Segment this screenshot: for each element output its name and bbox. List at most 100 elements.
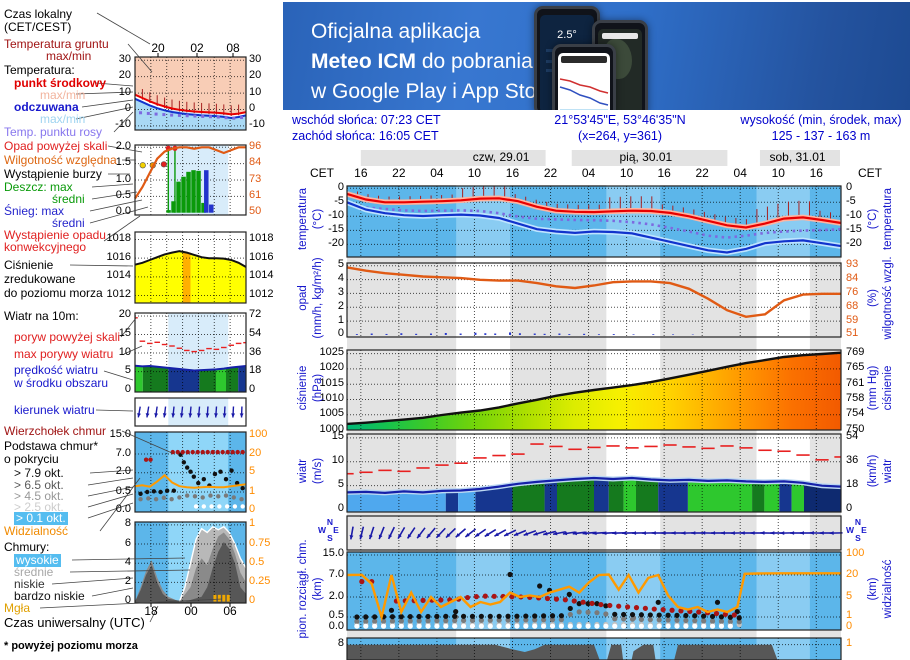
cloud-axis-tick-left: 2.0 [328, 589, 344, 602]
legend-punkt-srodkowy: punkt środkowy [14, 76, 107, 90]
legend-wysokie: wysokie [14, 553, 61, 567]
temp-axis-tick-left: -15 [328, 222, 344, 235]
mini-vis-tick-right: 20 [249, 446, 262, 459]
utc-time-tick: 00 [184, 604, 198, 618]
legend-odczuwana: odczuwana [14, 100, 79, 114]
altitude-values: 125 - 137 - 163 m [771, 129, 871, 143]
mini-humidity-tick-right: 96 [249, 139, 262, 152]
legend-cisnienie-2: zredukowane [4, 272, 76, 286]
visibility-axis-tick-right: 20 [846, 567, 859, 580]
time-tick-label: 10 [771, 166, 785, 180]
mini-humidity-tick-right: 73 [249, 172, 262, 185]
phone-image-front [552, 44, 616, 110]
temp-axis-tick-right: -15 [846, 222, 862, 235]
legend-burza: Wystąpienie burzy [4, 167, 102, 181]
pressure-axis-tick-left: 1000 [319, 422, 344, 435]
mini-temp-tick-left: 20 [118, 69, 131, 82]
temp-axis-tick-right: -5 [846, 194, 856, 207]
day-label: pią, 30.01 [619, 150, 673, 164]
mini-cloudcover-tick-right: 0 [249, 594, 256, 607]
legend-temp-maxmin: max/min [40, 88, 86, 102]
svg-text:S: S [327, 533, 333, 543]
wind-axis-tick-right: 0 [846, 502, 853, 515]
precip-axis-tick-left: 3 [337, 285, 344, 298]
legend-temp-gruntu-2: max/min [46, 49, 92, 63]
humidity-axis-tick-right: 59 [846, 313, 859, 326]
mini-cloud-tick-left: 0.0 [115, 502, 131, 515]
mini-pressure-tick-right: 1012 [249, 288, 274, 301]
wind-axis-tick-left: 5 [337, 478, 344, 491]
mini-temp-tick-left: 10 [118, 85, 131, 98]
legend-srednie: średnie [14, 565, 54, 579]
legend-okt25: > 2.5 okt. [14, 500, 64, 514]
time-tick-label: 22 [695, 166, 709, 180]
wind-axis-tick-left: 10 [331, 454, 344, 467]
svg-text:S: S [855, 533, 861, 543]
mini-cloudcover-tick-left: 8 [124, 517, 131, 530]
mini-precip-tick-left: 1.5 [115, 156, 131, 169]
mini-cloud-tick-left: 15.0 [109, 427, 131, 440]
phone-temp-reading: 2.5° [557, 29, 577, 41]
banner-app-name: Meteo ICM [311, 50, 416, 73]
axis-unit-clouds-left: (km) [312, 577, 324, 601]
utc-time-tick: 06 [223, 604, 237, 618]
legend-snieg-max: Śnieg: max [4, 204, 65, 218]
legend-wierzcholek: Wierzchołek chmur [4, 424, 107, 438]
time-tick-label: 16 [505, 166, 520, 180]
legend-b-niskie: bardzo niskie [14, 589, 85, 603]
time-tick-label: 04 [430, 166, 444, 180]
wind-axis-tick-right: 54 [846, 430, 859, 443]
time-tick-label: 04 [581, 166, 596, 180]
mini-wind-tick-right: 0 [249, 382, 256, 395]
visibility-axis-tick-right: 0 [846, 620, 853, 633]
mini-temp-tick-left: 0 [124, 101, 131, 114]
legend-czas-lokalny-1: Czas lokalny [4, 7, 73, 21]
mini-temp-tick-right: 0 [249, 101, 256, 114]
mini-precip-tick-left: 0.5 [115, 188, 131, 201]
mini-humidity-tick-right: 84 [249, 156, 262, 169]
precip-axis-tick-left: 1 [337, 313, 344, 326]
legend-temperatura: Temperatura: [4, 63, 75, 77]
mini-vis-tick-right: 1 [249, 484, 256, 497]
mini-humidity-tick-right: 61 [249, 188, 262, 201]
wind-axis-tick-left: 0 [337, 502, 344, 515]
mini-wind-tick-left: 20 [118, 308, 131, 321]
time-tick-label: 16 [354, 166, 368, 180]
app-banner[interactable]: Oficjalna aplikacja Meteo ICM do pobrani… [283, 2, 910, 110]
time-tick-label: 22 [543, 166, 558, 180]
mini-pressure-tick-right: 1018 [249, 231, 274, 244]
precip-axis-tick-left: 4 [337, 272, 344, 285]
precip-axis-tick-left: 5 [337, 258, 344, 271]
time-tick-label: 22 [392, 166, 406, 180]
temp-axis-tick-left: -5 [334, 194, 344, 207]
legend-niskie: niskie [14, 577, 45, 591]
cloud-axis-tick-left: 7.0 [328, 567, 344, 580]
mini-cloudcover-tick-right: 0.75 [249, 536, 271, 549]
cet-label-right: CET [858, 166, 882, 180]
mini-pressure-tick-left: 1018 [106, 231, 131, 244]
humidity-axis-tick-right: 68 [846, 299, 859, 312]
pressure-axis-tick-right: 754 [846, 407, 865, 420]
mini-cloudcover-tick-right: 0.5 [249, 555, 265, 568]
temp-axis-tick-left: -20 [328, 236, 344, 249]
mini-cloudcover-tick-left: 2 [124, 574, 131, 587]
time-tick-label: 16 [809, 166, 823, 180]
axis-unit-visibility-right: (km) [867, 577, 879, 601]
temp-axis-tick-left: 0 [337, 180, 344, 193]
mini-wind-tick-right: 18 [249, 364, 262, 377]
temp-axis-tick-left: -10 [328, 208, 344, 221]
banner-line1: Oficjalna aplikacja [311, 20, 481, 43]
legend-mgla: Mgła [4, 601, 31, 615]
svg-text:N: N [855, 517, 861, 527]
axis-title-clouds-left: pion. rozciągł. chm. [297, 539, 309, 639]
mini-temp-tick-left: 30 [118, 52, 131, 65]
cloud-axis-tick-left: 15.0 [322, 547, 344, 560]
legend-punkt-rosy: Temp. punktu rosy [4, 125, 103, 139]
mini-cloudcover-tick-right: 0.25 [249, 574, 271, 587]
mini-temp-tick-right: -10 [249, 118, 265, 131]
precip-axis-tick-left: 2 [337, 299, 344, 312]
visibility-axis-tick-right: 5 [846, 589, 853, 602]
pressure-axis-tick-left: 1020 [319, 361, 344, 374]
